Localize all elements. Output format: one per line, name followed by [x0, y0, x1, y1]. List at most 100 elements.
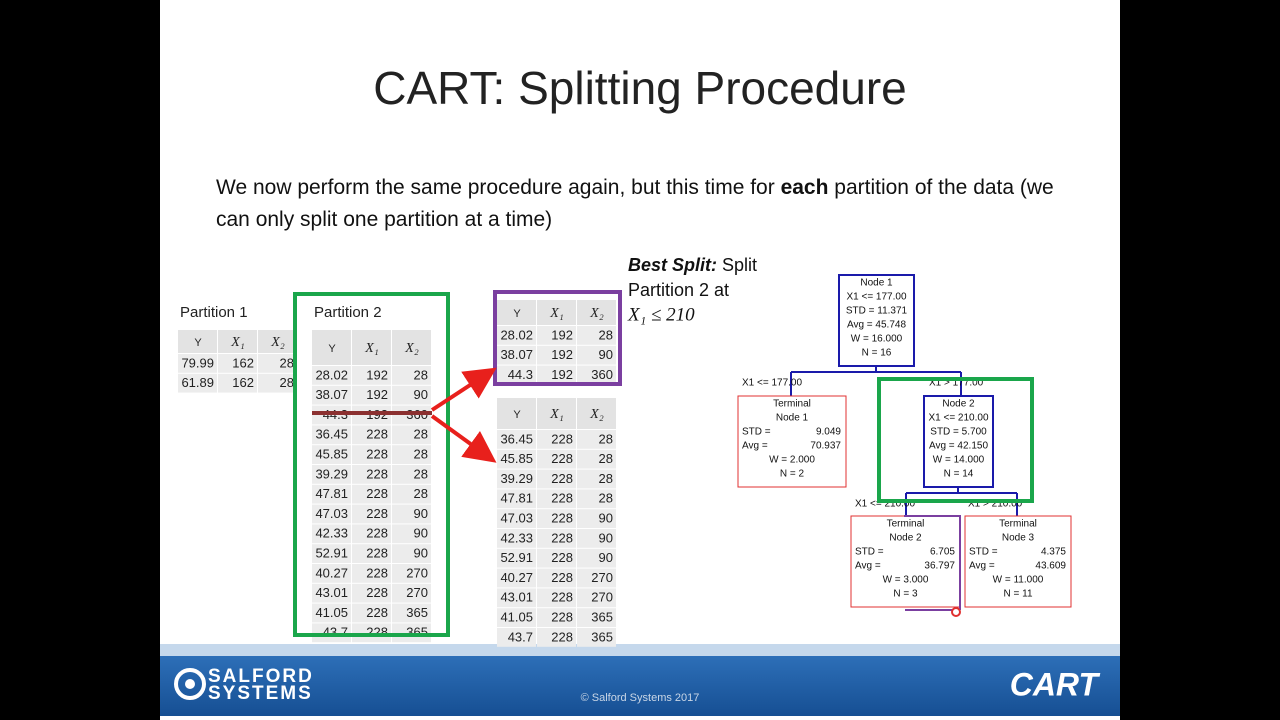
cell-text: 228	[366, 447, 388, 462]
node-text: Avg = 42.150	[929, 441, 988, 452]
cell	[352, 564, 391, 583]
footer-band	[160, 656, 1120, 716]
header-label: Y	[513, 308, 521, 320]
header-label: X₁	[549, 306, 563, 321]
connector	[790, 366, 962, 396]
node-text: W = 16.000	[851, 334, 903, 345]
node-text: Avg = 45.748	[847, 320, 906, 331]
header-cell	[352, 330, 391, 365]
cell	[178, 373, 217, 393]
tree-node	[838, 274, 915, 367]
node-text: Node 2	[889, 533, 922, 544]
cell	[577, 430, 616, 449]
best-split-label: Best Split:	[628, 255, 717, 275]
cell	[392, 445, 431, 464]
cell-text: 47.03	[500, 511, 533, 526]
cell	[312, 544, 351, 563]
cell-text: 228	[551, 610, 573, 625]
cell	[218, 373, 257, 393]
product-logo: CART	[1010, 666, 1101, 702]
cell	[497, 588, 536, 608]
cell	[392, 544, 431, 563]
slide-title: CART: Splitting Procedure	[373, 62, 907, 114]
node-text: W = 11.000	[993, 575, 1044, 586]
cell-text: 52.91	[315, 546, 348, 561]
arrow	[430, 367, 497, 412]
cell-text: 228	[366, 605, 388, 620]
cell-text: 43.7	[508, 629, 533, 644]
cell-text: 228	[551, 530, 573, 545]
pointer	[951, 607, 961, 617]
node-text: STD = 11.371	[846, 306, 908, 317]
cell-text: 45.85	[315, 447, 348, 462]
node-text: Node 1	[860, 278, 893, 289]
header-cell	[258, 330, 297, 353]
header-cell	[497, 300, 536, 325]
cell-text: 52.91	[500, 550, 533, 565]
node-text: Terminal	[773, 399, 811, 410]
cell-text: 228	[551, 431, 573, 446]
cell	[392, 385, 431, 405]
header-cell	[312, 330, 351, 365]
cell-text: 28	[599, 491, 613, 506]
cell	[312, 623, 351, 643]
cell-text: 28	[599, 451, 613, 466]
node-label: STD =	[969, 547, 998, 558]
cell-text: 228	[366, 625, 388, 640]
cell-text: 40.27	[500, 570, 533, 585]
best-split-condition: X₁ ≤ 210	[627, 304, 695, 325]
cell-text: 28	[414, 486, 428, 501]
cell	[312, 465, 351, 484]
header-label: X₂	[404, 341, 419, 356]
cell	[537, 365, 576, 385]
cell-text: 41.05	[315, 605, 348, 620]
cell	[178, 354, 217, 373]
header-cell	[537, 398, 576, 429]
cell	[392, 623, 431, 643]
cell-text: 270	[406, 585, 428, 600]
header-cell	[537, 300, 576, 325]
cell	[577, 588, 616, 608]
connector	[905, 487, 1018, 516]
node-text: N = 14	[944, 469, 974, 480]
cell	[352, 484, 391, 504]
cell	[577, 345, 616, 365]
cell-text: 39.29	[500, 471, 533, 486]
cell	[312, 524, 351, 544]
cell-text: 365	[406, 625, 428, 640]
cell	[392, 484, 431, 504]
cell-text: 192	[551, 327, 573, 342]
cell	[312, 504, 351, 524]
cell	[312, 564, 351, 583]
cell-text: 162	[232, 355, 254, 370]
cell-text: 360	[591, 367, 613, 382]
cell	[577, 568, 616, 588]
logo-text: SYSTEMS	[208, 683, 313, 704]
cell-text: 192	[366, 387, 388, 402]
cell	[537, 568, 576, 588]
cell	[312, 425, 351, 445]
cell-text: 228	[551, 570, 573, 585]
cell	[392, 366, 431, 385]
cell	[537, 548, 576, 568]
cell-text: 228	[366, 506, 388, 521]
cell	[258, 354, 297, 373]
cell	[537, 628, 576, 647]
cell-text: 228	[551, 590, 573, 605]
body-text: We now perform the same procedure again,…	[216, 172, 1066, 236]
header-label: X₂	[589, 407, 604, 422]
cell-text: 228	[366, 466, 388, 481]
cell	[392, 524, 431, 544]
cell-text: 228	[551, 511, 573, 526]
edge-label: X1 > 210.00	[968, 499, 1023, 510]
cell	[537, 469, 576, 489]
node-text: W = 3.000	[883, 575, 929, 586]
cell	[577, 326, 616, 345]
header-label: Y	[513, 409, 521, 421]
header-cell	[178, 330, 217, 353]
cell	[352, 366, 391, 385]
cell-text: 28	[414, 466, 428, 481]
cell-text: 90	[414, 506, 428, 521]
cell	[497, 430, 536, 449]
